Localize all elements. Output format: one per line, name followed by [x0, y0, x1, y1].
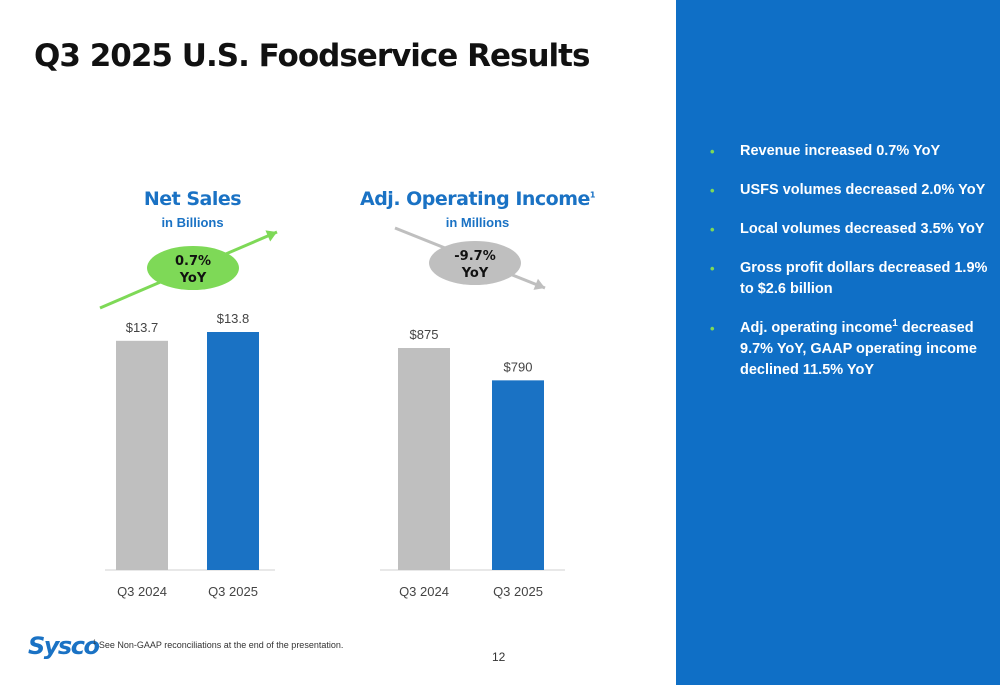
- bullet-dot-icon: •: [710, 222, 715, 237]
- yoy-change-value: -9.7%: [454, 249, 495, 264]
- page-title: Q3 2025 U.S. Foodservice Results: [34, 38, 590, 74]
- highlight-text: Local volumes decreased 3.5% YoY: [740, 221, 985, 237]
- data-label: $13.7: [126, 320, 159, 335]
- bullet-dot-icon: •: [710, 183, 715, 198]
- footnote-text: See Non-GAAP reconciliations at the end …: [98, 640, 344, 650]
- x-tick-label: Q3 2024: [117, 584, 167, 599]
- highlight-text-end: decreased 9.7% YoY, GAAP operating incom…: [740, 320, 977, 378]
- footnote: 1 See Non-GAAP reconciliations at the en…: [93, 640, 343, 650]
- bar-q3-2025: [207, 332, 259, 570]
- net-sales-chart: $13.7 Q3 2024 $13.8 Q3 2025 0.7% YoY Net Sale…: [85, 180, 300, 610]
- operating-income-title-footnote-marker: 1: [589, 190, 596, 200]
- data-label: $875: [410, 327, 439, 342]
- highlight-item: • Adj. operating income1 decreased 9.7% …: [710, 318, 1000, 381]
- yoy-change-value: 0.7%: [175, 254, 211, 269]
- operating-income-chart-subtitle: in Millions: [445, 215, 510, 230]
- bullet-dot-icon: •: [710, 261, 715, 276]
- net-sales-chart-title: Net Sales: [85, 188, 300, 210]
- net-sales-chart-subtitle: in Billions: [161, 215, 224, 230]
- operating-income-chart-svg: $875 Q3 2024 $790 Q3 2025 -9.7% YoY: [380, 226, 565, 599]
- bar-q3-2025: [492, 380, 544, 570]
- bar-q3-2024: [116, 340, 168, 570]
- net-sales-title-text: Net Sales: [143, 188, 242, 210]
- bar-q3-2024: [398, 348, 450, 570]
- highlight-text: USFS volumes decreased 2.0% YoY: [740, 182, 986, 198]
- highlight-item: • USFS volumes decreased 2.0% YoY: [710, 180, 1000, 201]
- highlight-text-start: Adj. operating income: [740, 320, 893, 336]
- x-tick-label: Q3 2025: [493, 584, 543, 599]
- operating-income-chart: $875 Q3 2024 $790 Q3 2025 -9.7% YoY Adj. Oper…: [360, 180, 596, 610]
- operating-income-title-text: Adj. Operating Income: [360, 188, 590, 210]
- highlight-text: Revenue increased 0.7% YoY: [740, 143, 941, 159]
- highlight-item: • Local volumes decreased 3.5% YoY: [710, 219, 1000, 240]
- data-label: $13.8: [217, 311, 250, 326]
- x-tick-label: Q3 2025: [208, 584, 258, 599]
- operating-income-chart-title: Adj. Operating Income1: [360, 188, 596, 210]
- footnote-marker: 1: [93, 640, 97, 646]
- arrowhead-icon: [533, 278, 545, 290]
- highlights-panel: • Revenue increased 0.7% YoY • USFS volu…: [676, 0, 1000, 685]
- sysco-logo: Sysco: [28, 632, 100, 660]
- highlight-text: Gross profit dollars decreased 1.9% to $…: [740, 260, 988, 297]
- data-label: $790: [504, 359, 533, 374]
- highlights-list: • Revenue increased 0.7% YoY • USFS volu…: [710, 141, 1000, 399]
- yoy-change-badge: [147, 246, 239, 290]
- highlight-footnote-marker: 1: [892, 318, 898, 330]
- highlight-item: • Revenue increased 0.7% YoY: [710, 141, 1000, 162]
- yoy-change-label: YoY: [179, 271, 207, 286]
- yoy-change-label: YoY: [461, 266, 489, 281]
- bullet-dot-icon: •: [710, 144, 715, 159]
- net-sales-chart-svg: $13.7 Q3 2024 $13.8 Q3 2025 0.7% YoY: [99, 230, 278, 599]
- x-tick-label: Q3 2024: [399, 584, 449, 599]
- highlight-item: • Gross profit dollars decreased 1.9% to…: [710, 258, 1000, 300]
- bullet-dot-icon: •: [710, 321, 715, 336]
- yoy-change-badge: [429, 241, 521, 285]
- arrowhead-icon: [265, 230, 277, 242]
- page-number: 12: [492, 650, 506, 664]
